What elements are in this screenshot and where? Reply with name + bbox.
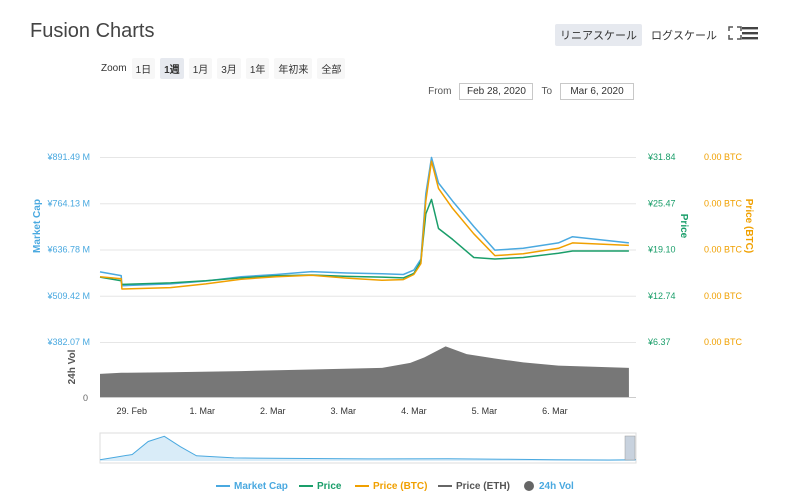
volume-axis-title: 24h Vol <box>67 349 78 384</box>
from-date-input[interactable]: Feb 28, 2020 <box>459 83 534 100</box>
x-tick: 5. Mar <box>472 406 498 416</box>
navigator-selection-handle[interactable] <box>624 435 636 461</box>
market-cap-axis-title: Market Cap <box>32 199 43 253</box>
zoom-all-button[interactable]: 全部 <box>317 58 346 79</box>
legend-item-market-cap[interactable]: Market Cap <box>216 481 288 492</box>
legend-label: Price (BTC) <box>373 481 427 492</box>
x-tick: 4. Mar <box>401 406 427 416</box>
x-tick: 29. Feb <box>116 406 147 416</box>
series-line-market-cap <box>99 156 629 287</box>
btc-axis-title: Price (BTC) <box>743 199 754 253</box>
btc-tick: 0.00 BTC <box>704 198 743 208</box>
legend-item-price[interactable]: Price <box>299 481 342 492</box>
price-tick: ¥25.47 <box>647 198 676 208</box>
price-tick: ¥31.84 <box>647 152 676 162</box>
legend-item-price-btc[interactable]: Price (BTC) <box>355 481 427 492</box>
series-layer <box>99 156 629 290</box>
to-date-input[interactable]: Mar 6, 2020 <box>560 83 634 100</box>
x-tick: 3. Mar <box>331 406 357 416</box>
legend-item-price-eth[interactable]: Price (ETH) <box>438 481 510 492</box>
btc-tick: 0.00 BTC <box>704 152 743 162</box>
page-title: Fusion Charts <box>30 20 155 42</box>
volume-area <box>100 346 629 397</box>
btc-tick: 0.00 BTC <box>704 245 743 255</box>
legend-label: Market Cap <box>234 481 288 492</box>
market-cap-tick: ¥764.13 M <box>46 198 90 208</box>
zoom-label: Zoom <box>101 63 127 74</box>
legend-label: 24h Vol <box>539 481 574 492</box>
zoom-1m-button[interactable]: 1月 <box>188 58 213 79</box>
x-tick: 6. Mar <box>542 406 568 416</box>
market-cap-tick: ¥891.49 M <box>46 152 90 162</box>
market-cap-tick: ¥509.42 M <box>46 291 90 301</box>
date-range: From Feb 28, 2020 To Mar 6, 2020 <box>428 83 634 100</box>
price-tick: ¥12.74 <box>647 291 676 301</box>
scale-toggle-group: リニアスケール ログスケール <box>555 24 722 46</box>
hamburger-menu-icon[interactable] <box>742 26 758 40</box>
zoom-ytd-button[interactable]: 年初来 <box>274 58 313 79</box>
legend-label: Price <box>317 481 342 492</box>
expand-icon[interactable] <box>728 26 742 40</box>
zoom-1y-button[interactable]: 1年 <box>245 58 270 79</box>
to-label: To <box>541 86 552 97</box>
market-cap-tick: ¥636.78 M <box>46 245 90 255</box>
legend-label: Price (ETH) <box>456 481 510 492</box>
price-axis-title: Price <box>678 214 689 239</box>
series-line-price <box>99 198 629 286</box>
x-tick: 2. Mar <box>260 406 286 416</box>
zoom-3m-button[interactable]: 3月 <box>217 58 241 79</box>
navigator[interactable]: Jul '18 Jan '19 Jul '19 Jan '20 <box>99 432 637 465</box>
from-label: From <box>428 86 452 97</box>
btc-tick: 0.00 BTC <box>704 337 743 347</box>
zoom-1d-button[interactable]: 1日 <box>131 58 156 79</box>
linear-scale-button[interactable]: リニアスケール <box>555 24 642 46</box>
legend-item-24h-vol[interactable]: 24h Vol <box>524 481 574 492</box>
x-tick: 1. Mar <box>190 406 216 416</box>
volume-pane <box>100 346 629 397</box>
market-cap-tick: ¥382.07 M <box>46 337 90 347</box>
navigator-area <box>100 436 636 461</box>
legend: Market Cap Price Price (BTC) Price (ETH)… <box>216 481 574 492</box>
log-scale-button[interactable]: ログスケール <box>651 30 717 42</box>
btc-tick: 0.00 BTC <box>704 291 743 301</box>
series-line-price-btc <box>99 160 629 290</box>
zoom-controls: Zoom 1日 1週 1月 3月 1年 年初来 全部 <box>101 58 346 79</box>
navigator-line <box>99 435 637 461</box>
axes: Market Cap Price Price (BTC) 24h Vol 0 ¥… <box>32 152 754 416</box>
volume-zero-tick: 0 <box>83 393 88 403</box>
price-tick: ¥19.10 <box>647 245 676 255</box>
zoom-1w-button[interactable]: 1週 <box>160 58 184 79</box>
price-tick: ¥6.37 <box>647 337 671 347</box>
